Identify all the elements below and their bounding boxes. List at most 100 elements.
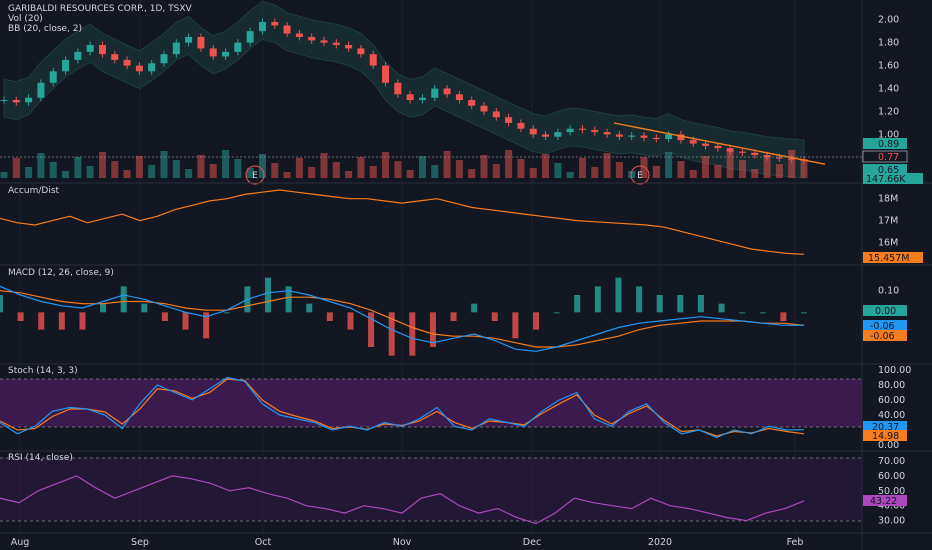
x-tick-label: Nov xyxy=(393,537,412,548)
y-tick-label: 0.00 xyxy=(878,440,899,451)
volume-bar xyxy=(714,165,722,178)
accum-panel[interactable] xyxy=(0,189,805,255)
volume-bar xyxy=(49,162,57,178)
y-tick-label: 50.00 xyxy=(878,486,905,497)
candle-body xyxy=(480,105,488,112)
macd-hist-bar xyxy=(636,286,643,313)
candle-body xyxy=(160,54,168,64)
candle-body xyxy=(135,65,143,72)
candle-body xyxy=(74,51,82,60)
candle-body xyxy=(615,134,623,137)
macd-hist-bar xyxy=(512,312,519,339)
bollinger-indicator-title: BB (20, close, 2) xyxy=(8,24,82,34)
candle-body xyxy=(677,134,685,141)
volume-bar xyxy=(160,151,168,178)
stoch-panel-title: Stoch (14, 3, 3) xyxy=(8,366,78,376)
macd-hist-bar xyxy=(141,303,148,313)
stoch-d-line xyxy=(0,378,805,437)
volume-bar xyxy=(689,170,697,178)
volume-bar xyxy=(369,166,377,178)
candle-body xyxy=(455,94,463,101)
x-tick-label: Dec xyxy=(523,537,541,548)
volume-indicator-title: Vol (20) xyxy=(8,14,43,24)
price-upper-badge: 0.89 xyxy=(863,138,907,150)
candle-body xyxy=(62,59,70,72)
y-tick-label: 60.00 xyxy=(878,471,905,482)
volume-bar xyxy=(246,168,254,178)
macd-hist-bar xyxy=(718,303,725,313)
y-tick-label: 80.00 xyxy=(878,380,905,391)
macd-hist-bar xyxy=(594,286,601,313)
candle-body xyxy=(0,100,8,102)
y-tick-label: 1.80 xyxy=(878,38,899,49)
volume-bar xyxy=(98,152,106,178)
macd-hist-bar xyxy=(17,312,24,321)
candle-body xyxy=(751,152,759,156)
x-tick-label: Aug xyxy=(11,537,30,548)
candle-body xyxy=(345,44,353,49)
volume-bar xyxy=(234,159,242,178)
candle-body xyxy=(640,135,648,138)
earnings-marker[interactable]: E xyxy=(630,165,650,185)
y-tick-label: 1.40 xyxy=(878,84,899,95)
candle-body xyxy=(172,42,180,55)
candle-body xyxy=(283,25,291,34)
volume-bar xyxy=(492,164,500,178)
candle-body xyxy=(726,148,734,152)
candle-body xyxy=(258,22,266,32)
accum-value: 15.457M xyxy=(868,253,909,264)
volume-bar xyxy=(394,161,402,178)
candle-body xyxy=(148,63,156,72)
price-panel[interactable]: E E xyxy=(0,0,862,185)
macd-line xyxy=(0,285,804,352)
candle-body xyxy=(357,48,365,55)
macd-hist-bar xyxy=(100,303,107,313)
macd-hist-bar xyxy=(677,295,684,313)
y-tick-label: 40.00 xyxy=(878,501,905,512)
volume-bar xyxy=(418,156,426,178)
rsi-badge: 43.22 xyxy=(863,495,907,507)
x-axis-ticks: Aug Sep Oct Nov Dec 2020 Feb xyxy=(11,537,804,548)
macd-hist-bar xyxy=(347,312,354,330)
macd-panel[interactable] xyxy=(0,277,807,356)
candle-body xyxy=(431,88,439,98)
candle-body xyxy=(665,134,673,140)
candle-body xyxy=(542,134,550,137)
candle-body xyxy=(86,44,94,52)
volume-badge: 147.66K xyxy=(863,173,923,185)
candle-body xyxy=(49,71,57,83)
candle-body xyxy=(308,36,316,41)
accum-badge: 15.457M xyxy=(863,252,923,264)
candle-body xyxy=(628,135,636,137)
candle-body xyxy=(702,143,710,146)
macd-hist-bar xyxy=(574,295,581,313)
candle-body xyxy=(271,22,279,26)
macd-signal-line xyxy=(0,290,805,348)
y-tick-label: 1.20 xyxy=(878,107,899,118)
macd-hist-bar xyxy=(409,312,416,356)
macd-hist-bar xyxy=(553,312,560,314)
macd-hist-bar xyxy=(739,312,746,314)
candle-body xyxy=(394,82,402,95)
stoch-panel[interactable] xyxy=(0,376,862,439)
volume-bar xyxy=(665,152,673,178)
volume-bar xyxy=(37,153,45,178)
earnings-marker-label: E xyxy=(252,171,258,181)
candle-body xyxy=(738,151,746,153)
volume-bar xyxy=(763,155,771,178)
volume-bar xyxy=(406,170,414,178)
volume-bar xyxy=(542,154,550,178)
price-upper-value: 0.89 xyxy=(878,139,899,150)
volume-bar xyxy=(603,153,611,178)
volume-bar xyxy=(320,153,328,178)
candle-body xyxy=(763,155,771,158)
candle-body xyxy=(12,100,20,103)
macd-hist-bar xyxy=(368,312,375,347)
candle-body xyxy=(320,40,328,43)
volume-bar xyxy=(86,166,94,178)
rsi-panel[interactable] xyxy=(0,457,862,525)
candle-body xyxy=(369,54,377,66)
volume-bar xyxy=(148,165,156,178)
earnings-marker[interactable]: E xyxy=(245,165,265,185)
volume-bar xyxy=(480,155,488,178)
